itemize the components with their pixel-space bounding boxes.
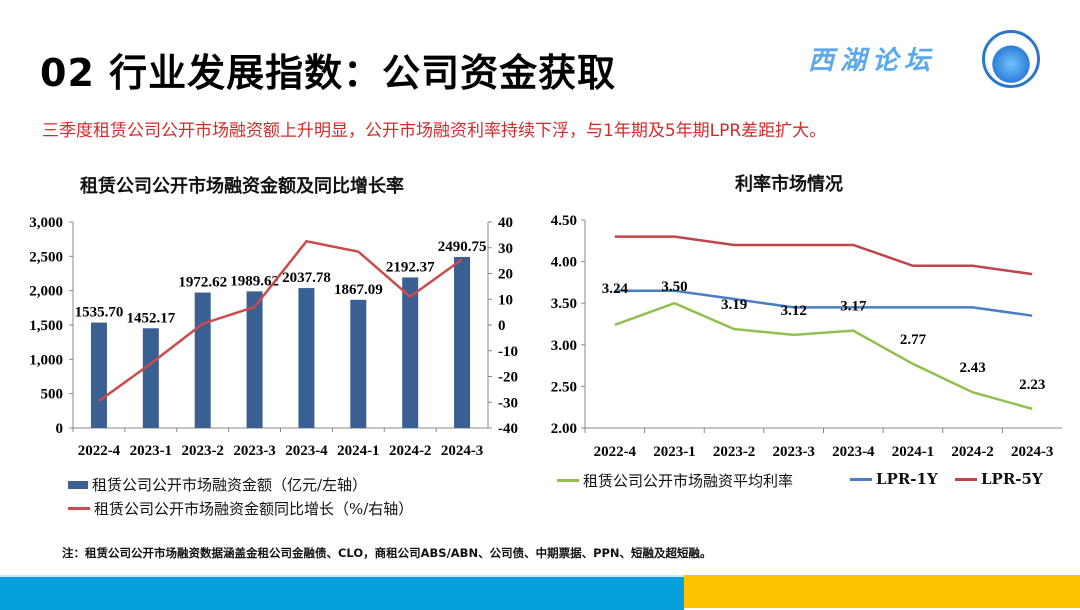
x-tick-label: 2023-4	[285, 443, 328, 459]
avg-rate-line	[615, 303, 1032, 409]
legend-line-swatch	[955, 478, 977, 481]
footer-bar-yellow	[684, 575, 1080, 608]
x-tick-label: 2023-1	[653, 444, 696, 460]
y2-tick-label: 0	[498, 318, 506, 334]
y-tick-label: 2,500	[29, 249, 63, 265]
legend-lpr5y-label: LPR-5Y	[981, 470, 1043, 488]
legend-amount-label: 租赁公司公开市场融资金额（亿元/左轴）	[92, 474, 367, 495]
y-tick-label: 0	[56, 421, 64, 437]
legend-line-swatch	[850, 478, 872, 481]
lpr-5y-line	[615, 237, 1032, 274]
y-tick-label: 1,500	[29, 318, 63, 334]
amount-data-label: 1535.70	[75, 305, 124, 321]
legend-growth-label: 租赁公司公开市场融资金额同比增长（%/右轴）	[94, 498, 413, 519]
y2-tick-label: -20	[498, 370, 518, 386]
avg-rate-data-label: 3.19	[721, 297, 747, 313]
legend-lpr1y: LPR-1Y	[850, 470, 938, 488]
amount-bar	[195, 293, 211, 428]
amount-bar	[298, 288, 314, 428]
y2-tick-label: -10	[498, 344, 518, 360]
legend-growth: 租赁公司公开市场融资金额同比增长（%/右轴）	[68, 498, 413, 519]
y2-tick-label: -40	[498, 421, 518, 437]
amount-data-label: 2192.37	[386, 259, 435, 275]
x-tick-label: 2022-4	[78, 443, 121, 459]
amount-bar	[454, 257, 470, 428]
legend-bar-swatch	[68, 481, 88, 489]
legend-amount: 租赁公司公开市场融资金额（亿元/左轴）	[68, 474, 367, 495]
x-tick-label: 2023-3	[233, 443, 276, 459]
y2-tick-label: 20	[498, 267, 513, 283]
y-tick-label: 500	[41, 387, 64, 403]
avg-rate-data-label: 3.50	[661, 279, 687, 295]
amount-bar	[350, 300, 366, 428]
amount-bar	[247, 291, 263, 428]
x-tick-label: 2024-3	[1011, 444, 1054, 460]
x-tick-label: 2024-1	[337, 443, 380, 459]
amount-data-label: 1452.17	[126, 310, 175, 326]
legend-avg-rate: 租赁公司公开市场融资平均利率	[557, 470, 793, 491]
y2-tick-label: -30	[498, 395, 518, 411]
amount-data-label: 2037.78	[282, 270, 331, 286]
x-tick-label: 2024-1	[892, 444, 935, 460]
avg-rate-data-label: 2.23	[1019, 377, 1045, 393]
x-tick-label: 2023-2	[181, 443, 224, 459]
y-tick-label: 3.50	[551, 296, 577, 312]
amount-bar	[143, 328, 159, 428]
y-tick-label: 2.00	[551, 421, 577, 437]
y2-tick-label: 40	[498, 215, 513, 231]
avg-rate-data-label: 2.43	[959, 360, 985, 376]
y2-tick-label: 10	[498, 292, 513, 308]
y-tick-label: 2.50	[551, 379, 577, 395]
avg-rate-data-label: 3.24	[602, 281, 629, 297]
x-tick-label: 2023-2	[713, 444, 756, 460]
footer-bar-blue	[0, 575, 684, 610]
y-tick-label: 1,000	[29, 352, 63, 368]
x-tick-label: 2023-1	[130, 443, 173, 459]
legend-lpr5y: LPR-5Y	[955, 470, 1043, 488]
x-tick-label: 2023-4	[832, 444, 875, 460]
y-tick-label: 2,000	[29, 284, 63, 300]
legend-line-swatch	[68, 507, 90, 510]
amount-bar	[91, 323, 107, 428]
x-tick-label: 2024-2	[951, 444, 994, 460]
avg-rate-data-label: 2.77	[900, 332, 927, 348]
x-tick-label: 2024-2	[389, 443, 432, 459]
footnote: 注：租赁公司公开市场融资数据涵盖金租公司金融债、CLO，商租公司ABS/ABN、…	[62, 545, 712, 561]
amount-bar	[402, 277, 418, 428]
x-tick-label: 2022-4	[594, 444, 637, 460]
legend-line-swatch	[557, 479, 579, 482]
y-tick-label: 4.00	[551, 255, 577, 271]
amount-data-label: 1867.09	[334, 282, 383, 298]
y2-tick-label: 30	[498, 241, 513, 257]
y-tick-label: 3,000	[29, 215, 63, 231]
x-tick-label: 2024-3	[441, 443, 484, 459]
legend-lpr1y-label: LPR-1Y	[876, 470, 938, 488]
x-tick-label: 2023-3	[772, 444, 815, 460]
y-tick-label: 3.00	[551, 338, 577, 354]
amount-data-label: 2490.75	[438, 239, 487, 255]
amount-data-label: 1972.62	[178, 275, 227, 291]
avg-rate-data-label: 3.12	[781, 303, 807, 319]
legend-avg-rate-label: 租赁公司公开市场融资平均利率	[583, 470, 793, 491]
y-tick-label: 4.50	[551, 213, 577, 229]
avg-rate-data-label: 3.17	[840, 299, 867, 315]
